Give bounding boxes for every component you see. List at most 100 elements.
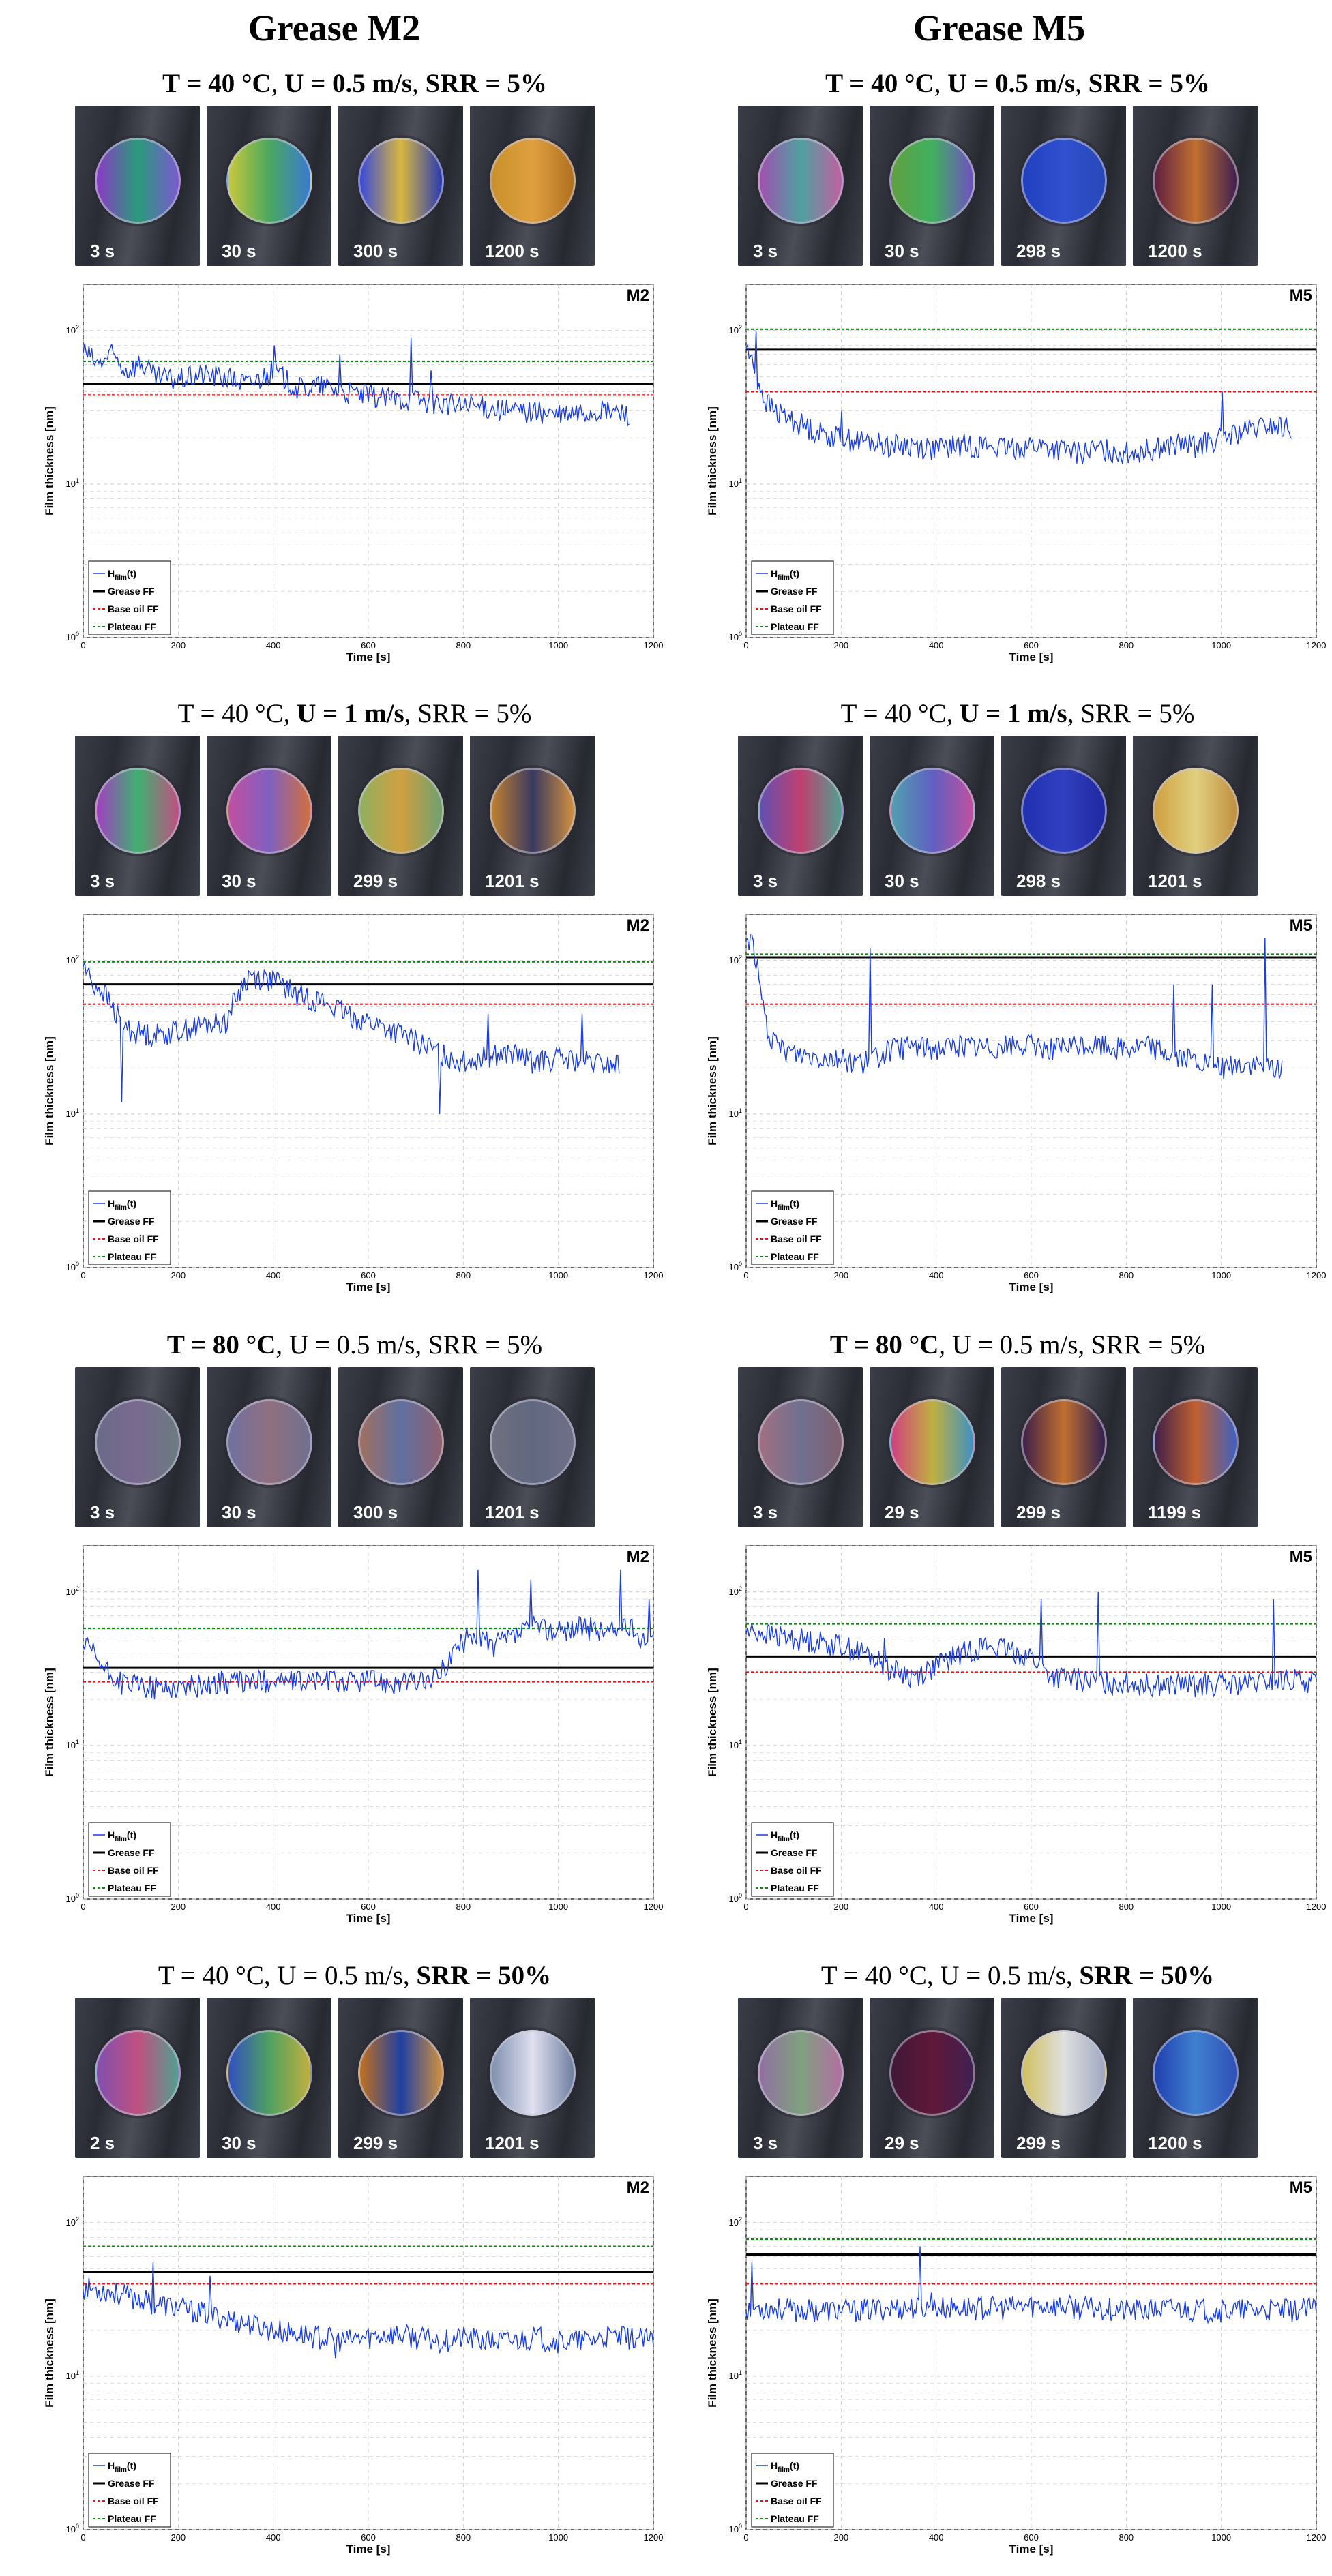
x-tick-label: 200	[171, 1270, 186, 1280]
condition-t: T = 40 °C	[162, 69, 271, 98]
legend-label: Grease FF	[108, 1216, 155, 1227]
contact-image: 3 s	[75, 106, 200, 266]
time-label: 30 s	[222, 2133, 256, 2153]
contact-disk	[226, 768, 312, 854]
time-label: 30 s	[222, 241, 256, 261]
contact-disk	[1020, 138, 1107, 224]
x-tick-label: 800	[1119, 1902, 1134, 1912]
contact-disk	[757, 1399, 844, 1486]
hfilm-series-line	[745, 2246, 1317, 2324]
x-tick-label: 200	[833, 2532, 848, 2543]
legend-label: Plateau FF	[108, 1251, 156, 1262]
contact-image: 1200 s	[1133, 106, 1258, 266]
condition-u: U = 0.5 m/s	[940, 1961, 1066, 1990]
legend-label: Base oil FF	[108, 1233, 159, 1244]
hfilm-series-line	[745, 330, 1292, 464]
time-label: 298 s	[1016, 871, 1061, 891]
time-label: 1201 s	[1148, 871, 1202, 891]
contact-disk	[1152, 2030, 1239, 2116]
contact-image: 1200 s	[1133, 1998, 1258, 2158]
grease-tag: M5	[1290, 2178, 1312, 2197]
contact-image: 3 s	[738, 736, 863, 896]
grease-tag: M2	[627, 1548, 649, 1566]
legend-label: Plateau FF	[771, 2513, 819, 2524]
grease-tag: M5	[1290, 916, 1312, 935]
x-tick-label: 200	[171, 1902, 186, 1912]
condition-title: T = 40 °C, U = 1 m/s, SRR = 5%	[177, 699, 532, 728]
y-tick-label: 101	[729, 1107, 742, 1119]
contact-image: 30 s	[207, 736, 331, 896]
contact-disk	[889, 1399, 975, 1486]
y-tick-label: 102	[729, 954, 742, 965]
condition-t: T = 80 °C	[166, 1330, 276, 1360]
y-tick-label: 101	[66, 1739, 79, 1750]
time-label: 1199 s	[1148, 1502, 1202, 1523]
contact-image: 3 s	[738, 1998, 863, 2158]
contact-image: 1201 s	[470, 736, 595, 896]
legend-label: Base oil FF	[108, 603, 159, 614]
y-tick-label: 102	[66, 324, 79, 335]
x-axis-label: Time [s]	[1009, 650, 1054, 663]
condition-srr: SRR = 5%	[1091, 1330, 1206, 1360]
time-label: 3 s	[753, 241, 778, 261]
condition-title: T = 40 °C, U = 0.5 m/s, SRR = 5%	[825, 69, 1210, 98]
x-tick-label: 600	[361, 1902, 376, 1912]
hfilm-series-line	[83, 962, 620, 1114]
legend-label: Plateau FF	[108, 1883, 156, 1893]
x-tick-label: 800	[456, 640, 471, 650]
x-tick-label: 0	[743, 2532, 748, 2543]
contact-disk	[757, 138, 844, 224]
y-tick-label: 101	[729, 1739, 742, 1750]
x-tick-label: 1200	[644, 640, 664, 650]
x-tick-label: 600	[361, 640, 376, 650]
x-axis-label: Time [s]	[1009, 1912, 1054, 1925]
x-tick-label: 1200	[644, 1270, 664, 1280]
y-axis-label: Film thickness [nm]	[706, 1036, 719, 1145]
x-tick-label: 1000	[1211, 2532, 1231, 2543]
time-label: 298 s	[1016, 241, 1061, 261]
time-label: 3 s	[753, 871, 778, 891]
x-tick-label: 1200	[1307, 640, 1327, 650]
x-tick-label: 0	[80, 640, 85, 650]
legend-label: Grease FF	[108, 1847, 155, 1858]
contact-image: 1199 s	[1133, 1367, 1258, 1527]
grease-tag: M2	[627, 2178, 649, 2197]
condition-t: T = 40 °C	[158, 1961, 264, 1990]
contact-image: 1201 s	[1133, 736, 1258, 896]
time-label: 3 s	[90, 241, 115, 261]
contact-image: 298 s	[1001, 736, 1126, 896]
x-tick-label: 800	[456, 2532, 471, 2543]
legend-label: Plateau FF	[771, 621, 819, 632]
contact-disk	[94, 1399, 181, 1486]
contact-image: 29 s	[870, 1998, 994, 2158]
y-axis-label: Film thickness [nm]	[43, 1668, 56, 1777]
contact-disk	[94, 2030, 181, 2116]
contact-disk	[226, 2030, 312, 2116]
legend-label: Grease FF	[771, 2478, 818, 2489]
condition-srr: SRR = 5%	[425, 69, 547, 98]
x-tick-label: 0	[80, 1270, 85, 1280]
legend-label: Grease FF	[771, 1847, 818, 1858]
condition-u: U = 0.5 m/s	[951, 1330, 1078, 1360]
x-tick-label: 800	[1119, 640, 1134, 650]
contact-image: 30 s	[207, 1367, 331, 1527]
x-tick-label: 400	[266, 1270, 281, 1280]
time-label: 3 s	[90, 1502, 115, 1523]
contact-image: 29 s	[870, 1367, 994, 1527]
y-axis-label: Film thickness [nm]	[43, 1036, 56, 1145]
x-tick-label: 800	[1119, 1270, 1134, 1280]
legend-label: Grease FF	[771, 586, 818, 597]
legend-label: Base oil FF	[771, 1865, 822, 1876]
legend-label: Base oil FF	[771, 2496, 822, 2506]
grease-tag: M5	[1290, 286, 1312, 305]
y-tick-label: 102	[66, 2216, 79, 2228]
film-thickness-chart: 0 200 400 600 800 1000 1200 100 101 102 Time [s] Fi…	[706, 914, 1326, 1293]
contact-disk	[889, 2030, 975, 2116]
condition-t: T = 40 °C	[840, 699, 947, 728]
contact-image: 299 s	[338, 736, 463, 896]
condition-u: U = 1 m/s	[960, 699, 1067, 728]
contact-image: 3 s	[738, 106, 863, 266]
condition-srr: SRR = 5%	[417, 699, 532, 728]
x-tick-label: 1200	[1307, 2532, 1327, 2543]
y-tick-label: 100	[66, 631, 79, 642]
